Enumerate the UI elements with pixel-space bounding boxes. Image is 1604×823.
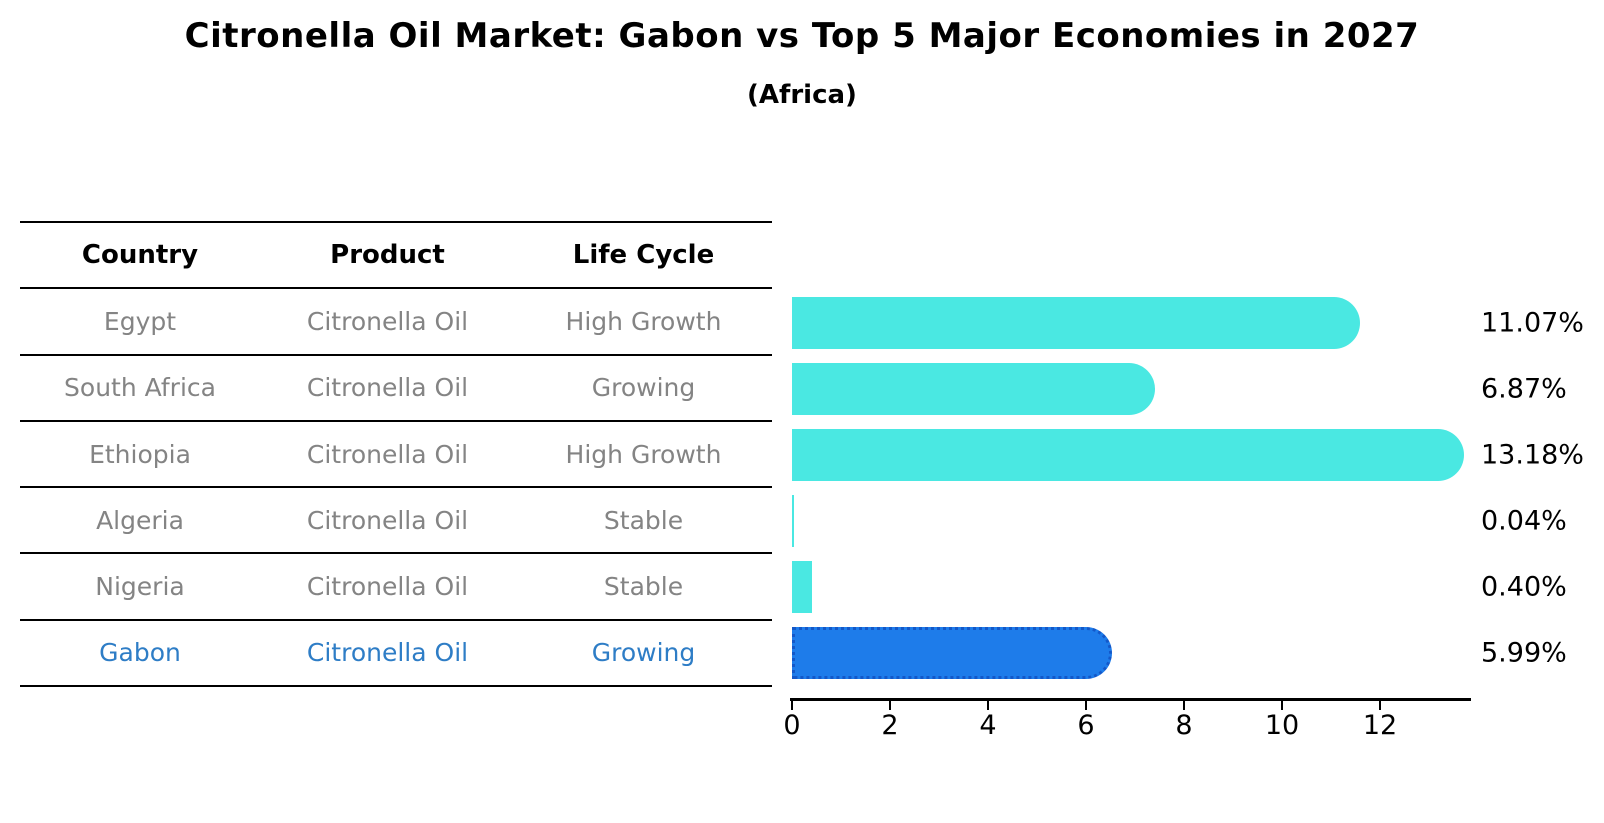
x-tick-mark <box>1085 701 1087 710</box>
table-row: Algeria Citronella Oil Stable <box>20 486 772 552</box>
bar-algeria <box>792 495 794 547</box>
country-cell: Egypt <box>103 306 177 336</box>
x-tick-label: 4 <box>979 710 997 741</box>
life-cycle-cell: Stable <box>603 505 684 535</box>
life-cycle-cell: High Growth <box>565 306 722 336</box>
product-cell: Citronella Oil <box>306 306 469 336</box>
chart-subtitle: (Africa) <box>747 80 857 110</box>
x-tick-mark <box>1281 701 1283 710</box>
country-cell: Ethiopia <box>89 439 191 469</box>
country-cell: Algeria <box>96 505 184 535</box>
x-tick-mark <box>791 701 793 710</box>
x-tick-label: 2 <box>881 710 899 741</box>
life-cycle-cell: Stable <box>603 572 684 602</box>
table-row: Nigeria Citronella Oil Stable <box>20 552 772 618</box>
x-tick-label: 10 <box>1264 710 1300 741</box>
product-cell: Citronella Oil <box>306 638 469 668</box>
table-row: Ethiopia Citronella Oil High Growth <box>20 419 772 486</box>
x-tick-mark <box>1379 701 1381 710</box>
bar-egypt <box>792 297 1361 349</box>
column-header-country: Country <box>81 240 199 271</box>
x-axis-line <box>790 698 1471 701</box>
value-label: 13.18% <box>1481 439 1584 471</box>
x-tick-label: 8 <box>1175 710 1193 741</box>
value-label: 11.07% <box>1481 307 1584 339</box>
x-tick-label: 12 <box>1362 710 1398 741</box>
life-cycle-cell: Growing <box>591 373 696 403</box>
product-cell: Citronella Oil <box>306 439 469 469</box>
x-tick-mark <box>889 701 891 710</box>
value-label: 0.04% <box>1481 505 1567 537</box>
value-label: 0.40% <box>1481 571 1567 603</box>
x-tick-label: 6 <box>1077 710 1095 741</box>
column-header-life-cycle: Life Cycle <box>572 240 715 271</box>
table-row-highlighted: Gabon Citronella Oil Growing <box>20 618 772 688</box>
table-header-row: Country Product Life Cycle <box>20 221 772 287</box>
life-cycle-cell: High Growth <box>565 439 722 469</box>
country-cell: South Africa <box>64 373 216 403</box>
product-cell: Citronella Oil <box>306 505 469 535</box>
column-header-product: Product <box>330 240 445 271</box>
bar-nigeria <box>792 561 812 613</box>
country-cell: Nigeria <box>95 572 185 602</box>
x-tick-mark <box>1183 701 1185 710</box>
comparison-table: Country Product Life Cycle Egypt Citrone… <box>20 221 772 688</box>
table-row: South Africa Citronella Oil Growing <box>20 353 772 420</box>
chart-title: Citronella Oil Market: Gabon vs Top 5 Ma… <box>184 16 1420 56</box>
x-tick-label: 0 <box>783 710 801 741</box>
product-cell: Citronella Oil <box>306 572 469 602</box>
x-tick-mark <box>987 701 989 710</box>
value-label: 6.87% <box>1481 373 1567 405</box>
product-cell: Citronella Oil <box>306 373 469 403</box>
bar-ethiopia <box>792 429 1464 481</box>
bar-south-africa <box>792 363 1155 415</box>
life-cycle-cell: Growing <box>591 638 696 668</box>
value-label: 5.99% <box>1481 637 1567 669</box>
bar-gabon <box>792 627 1112 679</box>
country-cell: Gabon <box>99 638 181 668</box>
table-row: Egypt Citronella Oil High Growth <box>20 287 772 353</box>
